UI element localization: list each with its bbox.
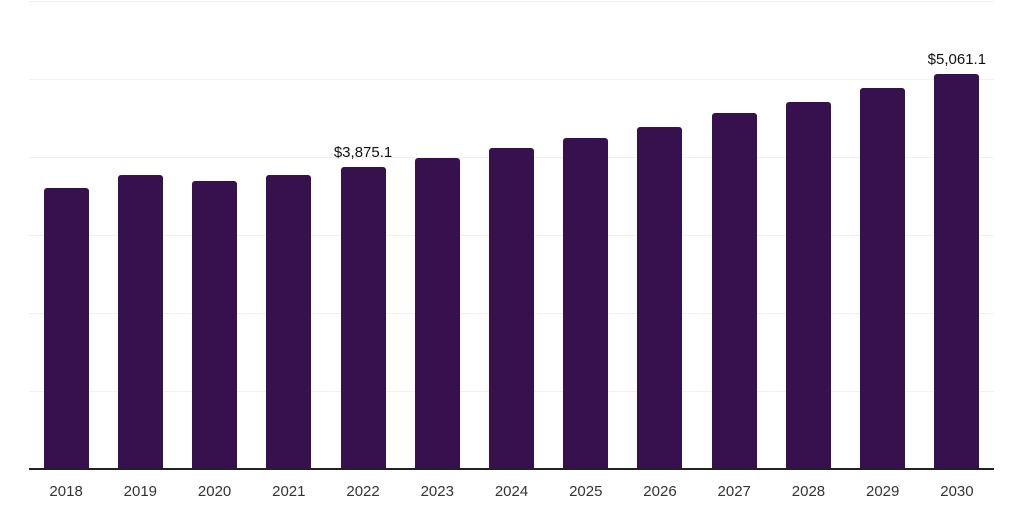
x-tick-label-2024: 2024 [494, 483, 529, 500]
x-tick-label-2029: 2029 [866, 483, 900, 500]
bar-2023[interactable] [414, 157, 460, 469]
bar-2025[interactable] [563, 137, 609, 469]
x-tick-label-2018: 2018 [49, 483, 83, 500]
x-tick-label-2028: 2028 [791, 483, 826, 500]
bar-2029[interactable] [860, 87, 906, 469]
x-tick-label-2027: 2027 [717, 483, 751, 500]
bar-2027[interactable] [711, 113, 757, 469]
x-tick-label-2022: 2022 [346, 483, 380, 500]
plot-area: $3,875.1 $5,061.1 [29, 1, 994, 470]
bar-2019[interactable] [117, 174, 163, 469]
x-tick-label-2019: 2019 [123, 483, 158, 500]
bar-2020[interactable] [192, 181, 238, 469]
x-tick-label-2021: 2021 [272, 483, 306, 500]
bar-2028[interactable] [785, 101, 831, 469]
gridline [29, 1, 994, 2]
bar-2021[interactable] [266, 174, 312, 469]
gridline [29, 79, 994, 80]
bar-2030[interactable] [934, 74, 980, 469]
x-tick-label-2030: 2030 [940, 483, 974, 500]
x-tick-label-2025: 2025 [569, 483, 603, 500]
bar-value-label-2030: $5,061.1 [927, 51, 987, 69]
bar-2026[interactable] [637, 126, 683, 469]
x-tick-label-2023: 2023 [420, 483, 454, 500]
bar-value-label-2022: $3,875.1 [333, 143, 393, 161]
x-tick-label-2026: 2026 [643, 483, 677, 500]
x-axis-tick-labels: 2018 2019 2020 2021 2022 2023 2024 2025 2026 2027… [29, 483, 994, 501]
x-axis-line [29, 468, 994, 470]
bar-2024[interactable] [489, 148, 534, 469]
bar-2018[interactable] [43, 188, 89, 469]
x-tick-label-2020: 2020 [197, 483, 232, 500]
bar-2022[interactable] [340, 166, 386, 469]
